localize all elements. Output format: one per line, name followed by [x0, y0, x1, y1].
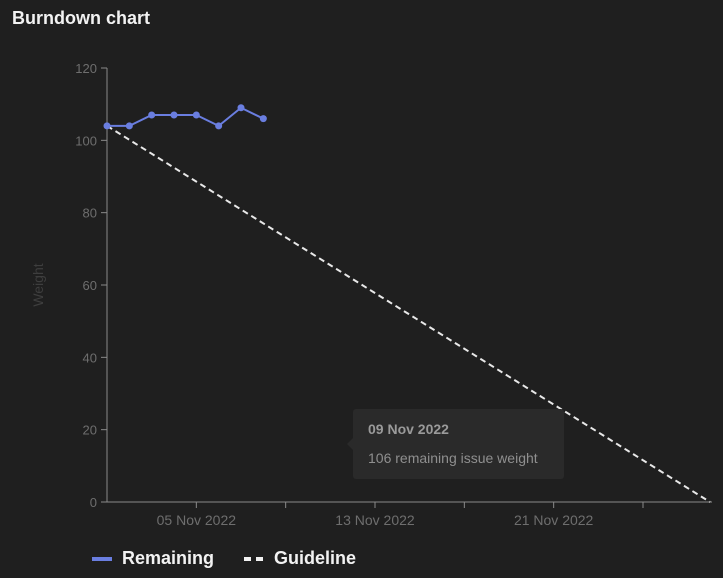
remaining-point	[148, 111, 156, 119]
remaining-point	[125, 122, 133, 130]
series	[103, 104, 711, 503]
legend-item-guideline[interactable]: Guideline	[244, 548, 356, 569]
remaining-point	[237, 104, 245, 112]
y-tick-label: 100	[75, 133, 97, 148]
y-tick-label: 20	[83, 423, 97, 438]
remaining-point	[259, 115, 267, 123]
guideline-line	[106, 125, 711, 503]
y-tick-label: 60	[83, 278, 97, 293]
guideline-swatch	[244, 556, 265, 561]
tooltip-value: 106 remaining issue weight	[368, 450, 538, 466]
legend: Remaining Guideline	[92, 548, 386, 569]
remaining-swatch	[92, 556, 112, 561]
x-tick-label: 21 Nov 2022	[514, 512, 594, 528]
legend-guideline-label: Guideline	[274, 548, 357, 568]
y-tick-label: 0	[90, 495, 97, 510]
legend-item-remaining[interactable]: Remaining	[92, 548, 214, 569]
remaining-point	[103, 122, 111, 130]
legend-remaining-label: Remaining	[122, 548, 215, 568]
remaining-point	[192, 111, 200, 119]
x-tick-label: 13 Nov 2022	[335, 512, 415, 528]
remaining-point	[170, 111, 178, 119]
axes: 0 20 40 60 80 100 120 05 Nov 2022 13 Nov 2022 21 …	[30, 61, 712, 528]
chart-title: Burndown chart	[12, 8, 150, 28]
y-tick-label: 40	[83, 350, 97, 365]
remaining-line	[107, 106, 264, 128]
tooltip-date: 09 Nov 2022	[368, 421, 449, 437]
x-tick-label: 05 Nov 2022	[157, 512, 237, 528]
remaining-point	[215, 122, 223, 130]
y-tick-label: 120	[75, 61, 97, 76]
tooltip: 09 Nov 2022 106 remaining issue weight	[347, 409, 564, 479]
y-axis-label: Weight	[30, 263, 46, 306]
y-tick-label: 80	[83, 206, 97, 221]
burndown-chart: 0 20 40 60 80 100 120 05 Nov 2022 13 Nov 2022 21 …	[30, 61, 712, 528]
